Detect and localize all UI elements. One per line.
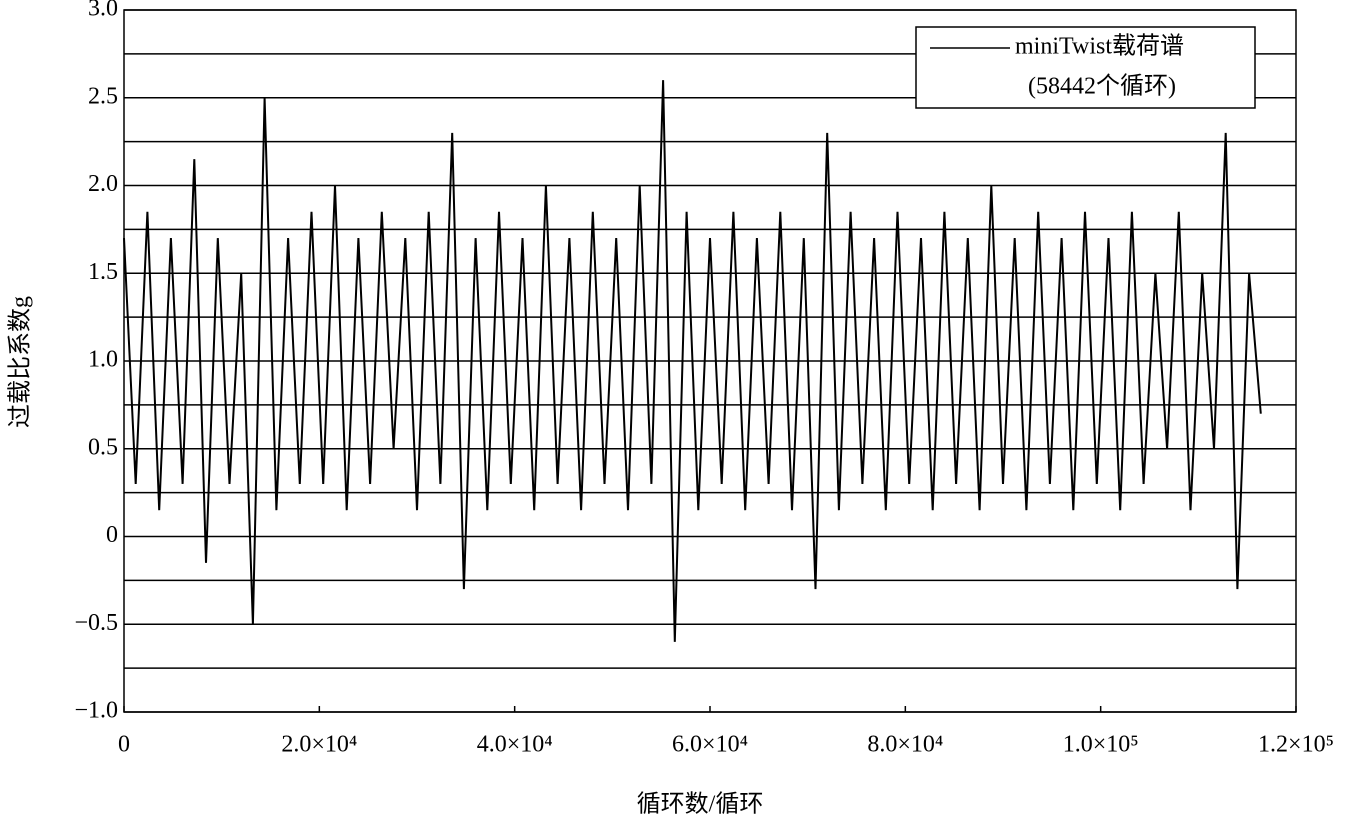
x-tick-label: 6.0×10⁴ — [672, 732, 748, 758]
y-tick-label: −1.0 — [74, 698, 118, 724]
y-tick-label: 1.0 — [88, 347, 118, 373]
y-axis-label: 过载比系数g — [7, 296, 34, 428]
x-tick-label: 8.0×10⁴ — [867, 732, 943, 758]
y-tick-label: 2.0 — [88, 171, 118, 197]
x-tick-label: 4.0×10⁴ — [477, 732, 553, 758]
y-tick-label: 1.5 — [88, 259, 118, 285]
x-tick-label: 0 — [118, 732, 130, 758]
legend-box — [915, 26, 1256, 109]
legend-sublabel: (58442个循环) — [1028, 73, 1176, 100]
y-tick-label: −0.5 — [74, 610, 118, 636]
plot-frame — [123, 9, 1297, 713]
data-line — [123, 80, 1262, 642]
x-tick-label: 1.0×10⁵ — [1063, 732, 1139, 758]
y-tick-label: 0.5 — [88, 434, 118, 460]
x-tick-label: 1.2×10⁵ — [1258, 732, 1334, 758]
x-axis-label: 循环数/循环 — [637, 791, 764, 818]
y-tick-label: 0 — [106, 522, 118, 548]
legend-label: miniTwist载荷谱 — [1015, 33, 1184, 60]
x-tick-label: 2.0×10⁴ — [281, 732, 357, 758]
y-tick-label: 2.5 — [88, 83, 118, 109]
y-tick-label: 3.0 — [88, 0, 118, 22]
